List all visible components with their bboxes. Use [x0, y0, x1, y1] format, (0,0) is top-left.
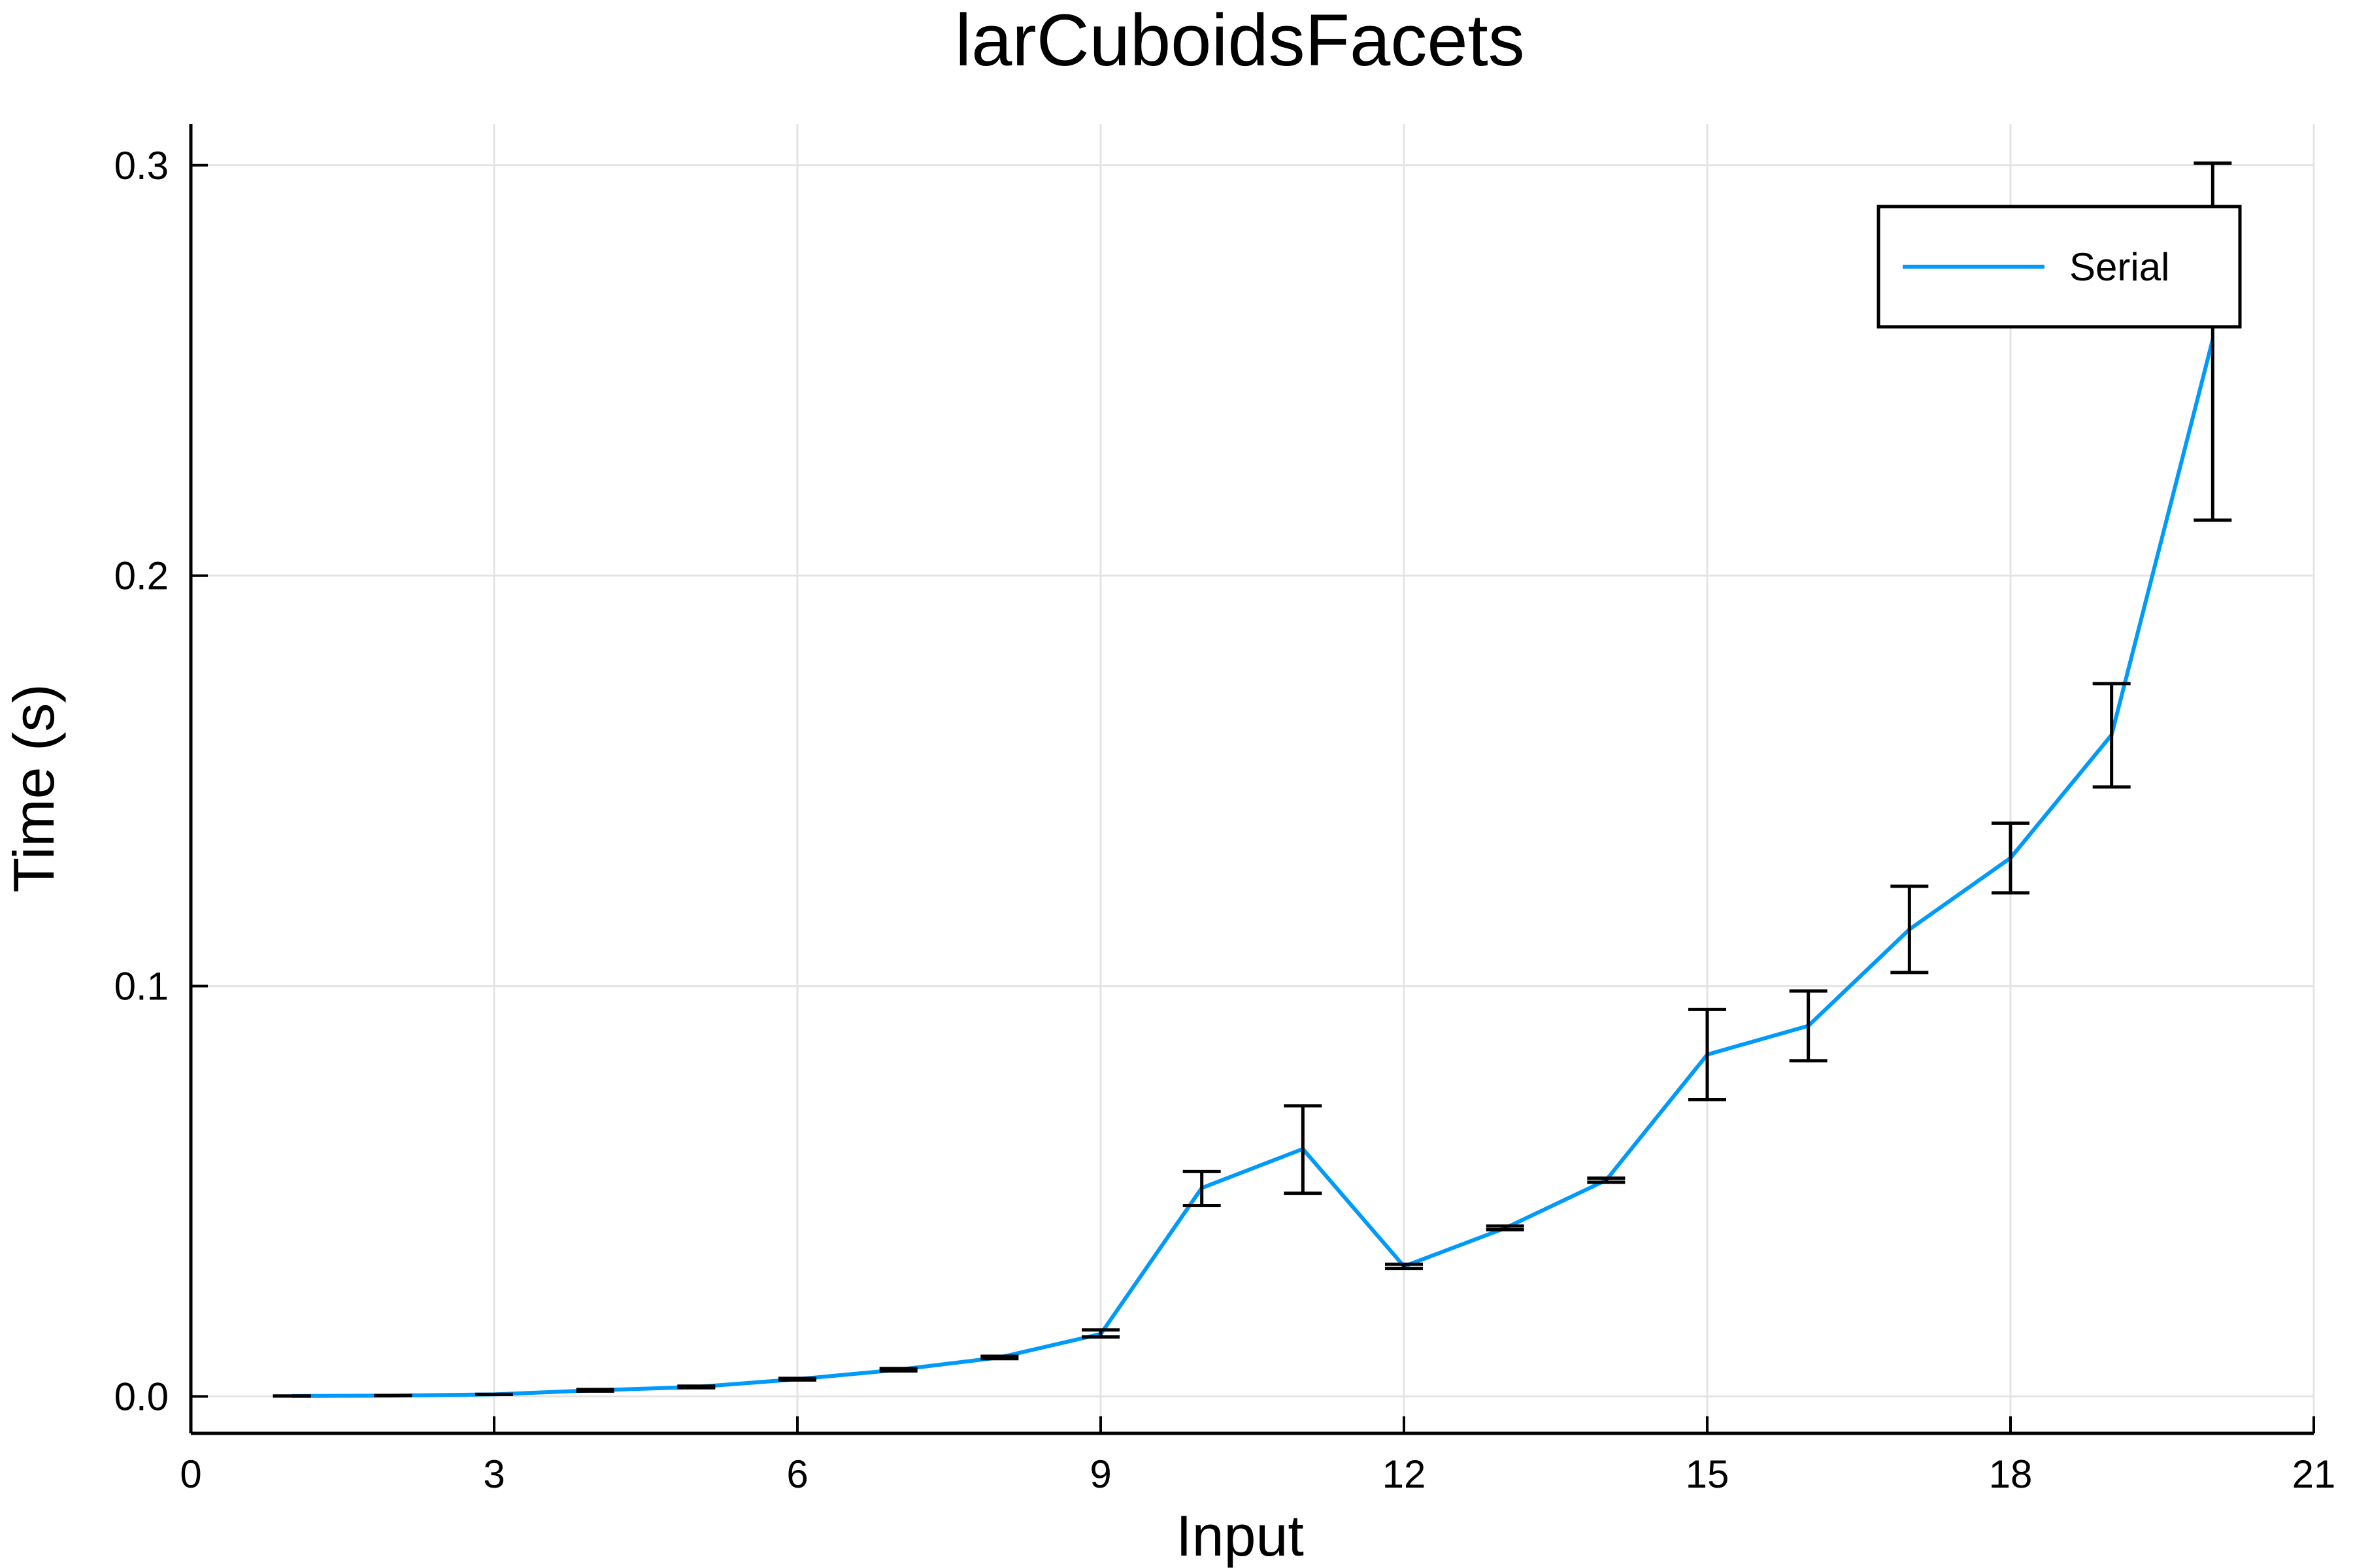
grid	[190, 124, 2315, 1433]
y-tick-label: 0.1	[114, 965, 169, 1009]
y-axis-label: Time (s)	[1, 684, 66, 892]
error-bar	[1688, 1007, 1726, 1102]
error-bar	[677, 1384, 716, 1390]
error-bar	[1182, 1169, 1221, 1208]
error-bars	[273, 161, 2232, 1398]
x-axis-label: Input	[1176, 1503, 1304, 1568]
x-tick-label: 12	[1382, 1452, 1426, 1496]
error-bar	[1890, 884, 1929, 975]
error-bar	[1992, 821, 2029, 895]
ticks: 0 3 6 9 12 15 18 21 0.0 0.1 0.2 0.3	[114, 144, 2336, 1496]
error-bar	[879, 1367, 918, 1373]
error-bar	[1486, 1224, 1524, 1232]
legend: Serial	[1877, 205, 2242, 329]
y-tick-label: 0.2	[114, 554, 169, 598]
x-tick-label: 18	[1989, 1452, 2033, 1496]
y-tick-label: 0.0	[114, 1375, 169, 1418]
error-bar	[1082, 1328, 1120, 1339]
error-bar	[1789, 989, 1827, 1063]
error-bar	[2092, 682, 2131, 789]
chart-title: larCuboidsFacets	[955, 0, 1525, 81]
error-bar	[980, 1354, 1019, 1361]
error-bar	[576, 1388, 614, 1393]
axes	[189, 124, 2314, 1435]
x-tick-label: 0	[180, 1452, 201, 1496]
x-tick-label: 6	[786, 1452, 808, 1496]
error-bar	[1385, 1262, 1423, 1271]
x-tick-label: 9	[1090, 1452, 1111, 1496]
series	[292, 339, 2215, 1398]
error-bar	[1587, 1176, 1626, 1184]
x-tick-label: 15	[1686, 1452, 1729, 1496]
legend-label: Serial	[2069, 245, 2169, 289]
error-bar	[1284, 1104, 1322, 1195]
x-tick-label: 21	[2292, 1452, 2336, 1496]
series-line-serial	[292, 339, 2215, 1398]
y-tick-label: 0.3	[114, 144, 169, 188]
x-tick-label: 3	[483, 1452, 505, 1496]
error-bar	[778, 1376, 816, 1382]
